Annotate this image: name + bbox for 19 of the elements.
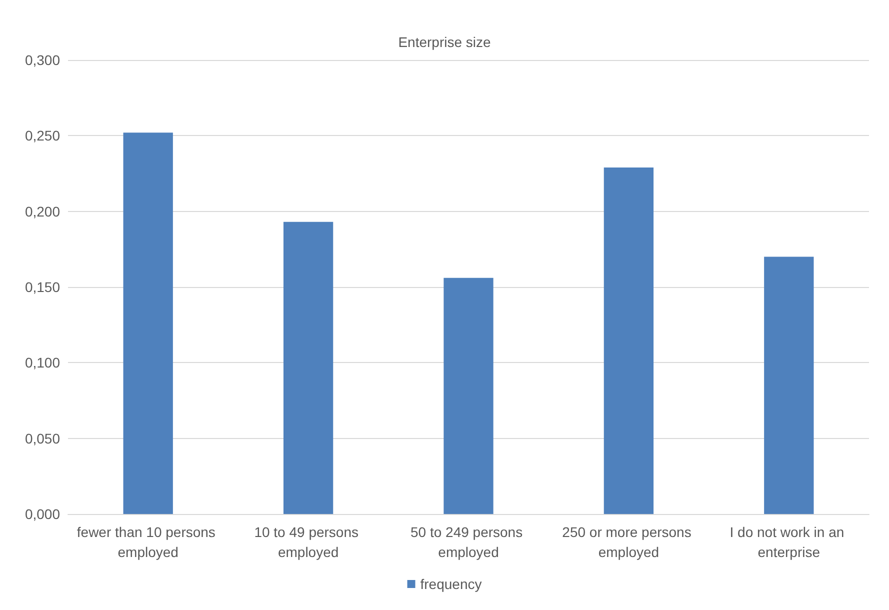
y-tick-label: 0,300 xyxy=(24,52,60,68)
bar xyxy=(764,256,814,514)
bar xyxy=(604,167,654,514)
x-tick-label: fewer than 10 persons employed xyxy=(76,524,220,560)
x-tick-label: 50 to 249 persons employed xyxy=(410,524,526,560)
bar xyxy=(283,222,334,514)
x-tick-label: 10 to 49 persons employed xyxy=(254,524,362,560)
x-tick-label: 250 or more persons employed xyxy=(562,524,696,560)
legend-label: frequency xyxy=(420,576,482,592)
bar xyxy=(444,278,494,514)
y-tick-label: 0,250 xyxy=(24,128,60,144)
bar xyxy=(123,132,173,514)
y-tick-label: 0,150 xyxy=(24,279,60,295)
y-tick-label: 0,000 xyxy=(24,506,60,522)
y-tick-label: 0,050 xyxy=(24,430,60,446)
chart-title: Enterprise size xyxy=(398,34,492,50)
x-tick-label: I do not work in an enterprise xyxy=(730,524,848,560)
y-tick-label: 0,100 xyxy=(24,354,60,371)
y-tick-label: 0,200 xyxy=(24,203,60,220)
